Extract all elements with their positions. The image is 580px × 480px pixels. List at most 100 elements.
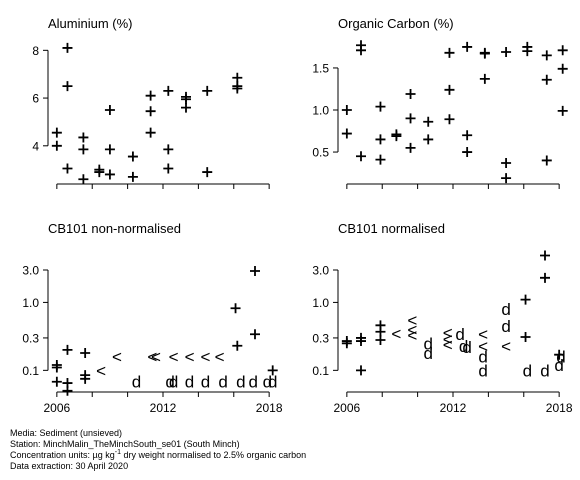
data-point-d: d xyxy=(423,344,432,363)
chart-panel-1: Aluminium (%) 4 6 8 xyxy=(32,16,270,189)
data-point-plus xyxy=(145,106,156,117)
x-tick-label: 2012 xyxy=(150,401,177,415)
y-tick-label: 1.0 xyxy=(22,296,39,310)
data-point-plus xyxy=(405,142,416,153)
data-point-plus xyxy=(341,105,352,115)
data-point-plus xyxy=(356,336,366,347)
panel-title: Aluminium (%) xyxy=(48,16,133,31)
data-point-plus xyxy=(267,365,278,376)
data-point-less-than: < xyxy=(443,324,453,343)
data-point-plus xyxy=(62,163,73,174)
data-point-plus xyxy=(51,140,62,151)
data-point-plus xyxy=(541,155,552,166)
data-point-plus xyxy=(557,105,568,116)
data-point-plus xyxy=(375,334,386,345)
data-point-plus xyxy=(163,163,174,174)
data-point-d: d xyxy=(478,361,487,380)
data-point-plus xyxy=(51,127,62,138)
data-point-plus xyxy=(501,173,512,184)
data-point-plus xyxy=(375,154,386,165)
data-point-plus xyxy=(501,46,512,57)
data-point-plus xyxy=(127,151,138,162)
data-point-d: d xyxy=(554,356,563,375)
data-point-d: d xyxy=(455,325,464,344)
panel-title: CB101 non-normalised xyxy=(48,221,181,236)
data-point-d: d xyxy=(218,373,227,392)
data-point-less-than: < xyxy=(169,347,179,366)
data-point-less-than: < xyxy=(407,326,417,345)
data-point-plus xyxy=(405,113,416,124)
x-tick-label: 2006 xyxy=(43,401,70,415)
data-point-less-than: < xyxy=(443,330,453,349)
data-point-plus xyxy=(462,147,473,158)
data-point-plus xyxy=(78,144,89,155)
units-mu: µg kg xyxy=(92,450,115,460)
data-point-plus xyxy=(232,72,243,83)
extraction-note: Data extraction: 30 April 2020 xyxy=(10,461,129,471)
data-point-d: d xyxy=(263,373,272,392)
data-point-plus xyxy=(181,94,191,105)
panel-title: Organic Carbon (%) xyxy=(338,16,454,31)
data-point-plus xyxy=(375,134,386,145)
data-point-plus xyxy=(341,128,352,139)
data-point-plus xyxy=(104,169,115,180)
data-point-plus xyxy=(479,73,490,84)
data-point-plus xyxy=(202,85,213,96)
chart-panel-4: CB101 normalised 0.1 0.3 1.0 3.0 2006 2012 2018… xyxy=(312,221,573,415)
data-point-d: d xyxy=(501,317,510,336)
data-point-plus xyxy=(250,329,260,340)
data-point-d: d xyxy=(423,334,432,353)
data-point-d: d xyxy=(132,373,141,392)
data-point-less-than: < xyxy=(96,361,106,380)
units-prefix: Concentration units: xyxy=(10,450,93,460)
data-point-plus xyxy=(51,376,62,387)
y-tick-label: 0.1 xyxy=(312,364,329,378)
data-point-plus xyxy=(375,101,386,112)
data-point-less-than: < xyxy=(215,347,225,366)
y-tick-label: 0.5 xyxy=(312,146,329,160)
data-point-plus xyxy=(230,303,241,314)
data-point-d: d xyxy=(462,338,471,357)
data-point-plus xyxy=(444,114,455,125)
data-point-plus xyxy=(557,63,568,74)
data-point-plus xyxy=(62,385,73,396)
data-point-plus xyxy=(232,340,243,351)
data-point-d: d xyxy=(478,347,487,366)
x-tick-label: 2006 xyxy=(333,401,360,415)
data-point-d: d xyxy=(523,361,532,380)
y-tick-label: 0.3 xyxy=(312,331,329,345)
data-point-plus xyxy=(94,167,105,178)
y-tick-label: 1.0 xyxy=(312,104,329,118)
data-point-plus xyxy=(557,45,568,56)
units-suffix: dry weight normalised to 2.5% organic ca… xyxy=(120,450,307,460)
y-tick-label: 0.3 xyxy=(22,331,39,345)
data-point-plus xyxy=(232,83,243,94)
data-point-less-than: < xyxy=(407,311,417,330)
y-tick-label: 3.0 xyxy=(312,263,329,277)
y-tick-label: 1.0 xyxy=(312,296,329,310)
data-point-plus xyxy=(423,116,434,127)
data-point-plus xyxy=(391,131,402,142)
data-point-plus xyxy=(181,102,191,113)
chart-panel-2: Organic Carbon (%) 0.5 1.0 1.5 xyxy=(312,16,568,189)
data-point-plus xyxy=(62,81,73,92)
data-point-d: d xyxy=(165,373,174,392)
y-tick-label: 3.0 xyxy=(22,263,39,277)
panel-title: CB101 normalised xyxy=(338,221,445,236)
data-point-less-than: < xyxy=(443,336,453,355)
data-point-less-than: < xyxy=(478,325,488,344)
data-point-plus xyxy=(78,174,89,185)
data-point-plus xyxy=(462,41,473,52)
data-point-less-than: < xyxy=(501,337,511,356)
data-point-less-than: < xyxy=(407,320,417,339)
station-note: Station: MinchMalin_TheMinchSouth_se01 (… xyxy=(10,439,240,449)
data-point-less-than: < xyxy=(112,347,122,366)
data-point-d: d xyxy=(501,300,510,319)
data-point-plus xyxy=(163,85,174,96)
data-point-plus xyxy=(145,90,156,101)
y-tick-label: 1.5 xyxy=(312,61,329,75)
data-point-less-than: < xyxy=(391,324,401,343)
data-point-plus xyxy=(520,331,531,342)
data-point-plus xyxy=(423,134,434,145)
data-point-plus xyxy=(522,46,533,57)
